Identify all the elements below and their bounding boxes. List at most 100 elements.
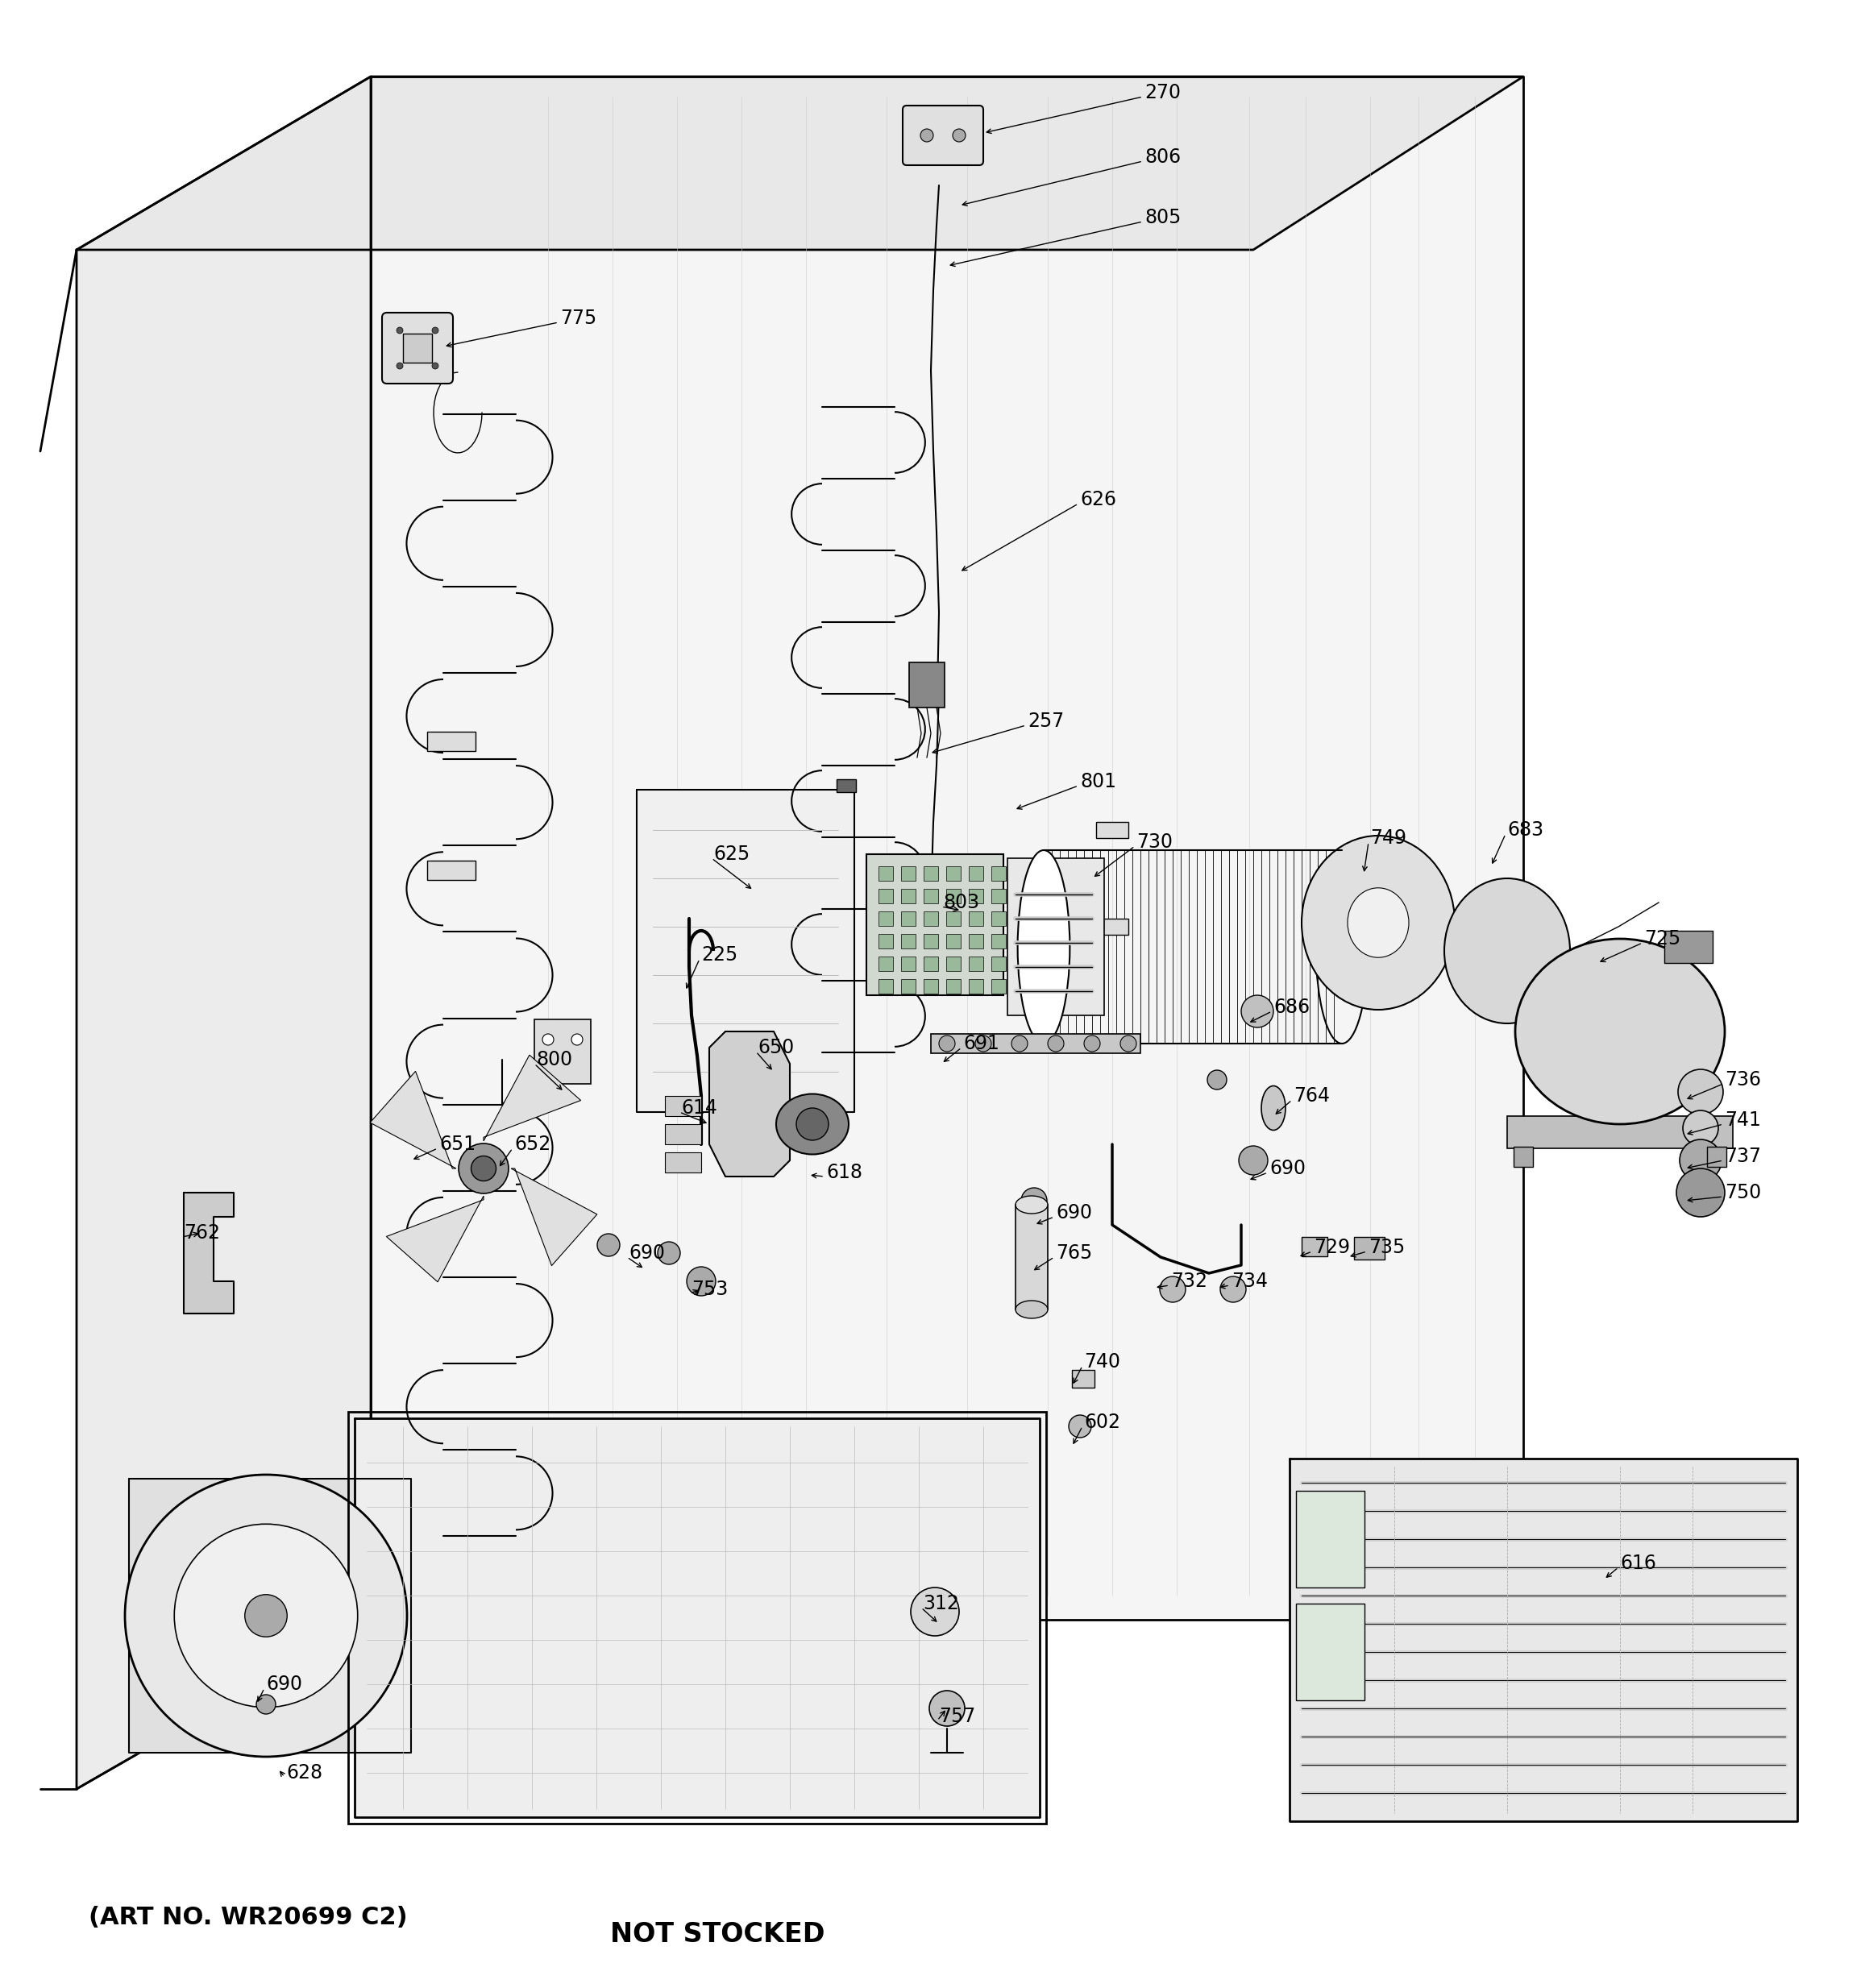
- Circle shape: [658, 1242, 681, 1264]
- Text: 225: 225: [701, 944, 739, 964]
- Text: 764: 764: [1294, 1085, 1330, 1105]
- Bar: [901, 956, 916, 970]
- Text: 626: 626: [1080, 489, 1117, 509]
- Bar: [946, 889, 960, 903]
- Text: NOT STOCKED: NOT STOCKED: [610, 1920, 824, 1948]
- Bar: [1016, 1205, 1048, 1310]
- Bar: [1072, 1370, 1095, 1388]
- Text: 690: 690: [1270, 1159, 1305, 1179]
- Circle shape: [796, 1107, 828, 1141]
- Bar: [1507, 1115, 1733, 1149]
- Text: 753: 753: [692, 1280, 727, 1298]
- Text: 690: 690: [629, 1242, 666, 1262]
- Bar: [923, 867, 938, 881]
- Bar: [968, 980, 983, 994]
- Ellipse shape: [1514, 938, 1725, 1123]
- Circle shape: [975, 1036, 992, 1052]
- Bar: [535, 1020, 591, 1083]
- Text: 803: 803: [944, 893, 979, 912]
- Text: 686: 686: [1274, 998, 1309, 1018]
- Bar: [968, 956, 983, 970]
- Bar: [968, 867, 983, 881]
- Bar: [1296, 1491, 1365, 1588]
- Circle shape: [459, 1143, 509, 1193]
- Bar: [923, 911, 938, 926]
- Circle shape: [125, 1475, 407, 1757]
- Polygon shape: [369, 1072, 457, 1169]
- Circle shape: [686, 1266, 716, 1296]
- Bar: [968, 934, 983, 948]
- Text: 618: 618: [826, 1163, 862, 1183]
- Polygon shape: [511, 1169, 597, 1266]
- Bar: [1302, 1237, 1328, 1256]
- Bar: [946, 867, 960, 881]
- Circle shape: [472, 1155, 496, 1181]
- Circle shape: [543, 1034, 554, 1046]
- Bar: [1664, 930, 1712, 962]
- Bar: [666, 1123, 701, 1145]
- Circle shape: [1678, 1070, 1723, 1115]
- Text: 750: 750: [1725, 1183, 1761, 1203]
- Text: 683: 683: [1507, 821, 1544, 839]
- Text: 725: 725: [1645, 928, 1680, 948]
- Ellipse shape: [776, 1093, 849, 1155]
- Bar: [992, 980, 1005, 994]
- FancyBboxPatch shape: [903, 105, 983, 165]
- Circle shape: [1242, 996, 1274, 1028]
- Bar: [992, 867, 1005, 881]
- Bar: [349, 1411, 1046, 1823]
- Circle shape: [1022, 1187, 1046, 1213]
- Bar: [666, 1095, 701, 1115]
- Bar: [427, 732, 476, 751]
- Bar: [992, 911, 1005, 926]
- Text: 801: 801: [1080, 771, 1117, 791]
- Ellipse shape: [1444, 879, 1570, 1024]
- Text: 616: 616: [1621, 1555, 1656, 1573]
- Polygon shape: [354, 1417, 1039, 1817]
- Bar: [1097, 918, 1128, 934]
- Circle shape: [938, 1036, 955, 1052]
- Polygon shape: [129, 1479, 410, 1753]
- Bar: [946, 980, 960, 994]
- Circle shape: [1677, 1169, 1725, 1217]
- Polygon shape: [76, 78, 371, 1789]
- Text: 690: 690: [267, 1674, 302, 1694]
- Circle shape: [1238, 1145, 1268, 1175]
- Ellipse shape: [1302, 835, 1455, 1010]
- Polygon shape: [76, 78, 1524, 250]
- Circle shape: [571, 1034, 582, 1046]
- Polygon shape: [386, 1197, 483, 1282]
- Text: 257: 257: [1028, 712, 1065, 732]
- Text: 735: 735: [1369, 1239, 1404, 1256]
- Text: 740: 740: [1084, 1352, 1121, 1372]
- Circle shape: [597, 1235, 619, 1256]
- Circle shape: [397, 328, 403, 334]
- Bar: [946, 956, 960, 970]
- Circle shape: [1160, 1276, 1186, 1302]
- Text: 730: 730: [1136, 833, 1173, 851]
- Bar: [901, 867, 916, 881]
- FancyBboxPatch shape: [382, 312, 453, 384]
- Bar: [923, 889, 938, 903]
- Text: (ART NO. WR20699 C2): (ART NO. WR20699 C2): [90, 1906, 408, 1930]
- Text: 651: 651: [440, 1135, 476, 1153]
- Bar: [901, 911, 916, 926]
- Polygon shape: [709, 1032, 791, 1177]
- Ellipse shape: [1348, 889, 1408, 958]
- Text: 775: 775: [559, 308, 597, 328]
- Circle shape: [1011, 1036, 1028, 1052]
- Bar: [878, 956, 893, 970]
- Text: 736: 736: [1725, 1070, 1761, 1089]
- Text: 806: 806: [1145, 147, 1181, 167]
- Text: 625: 625: [712, 845, 750, 865]
- Bar: [992, 934, 1005, 948]
- Polygon shape: [185, 1193, 233, 1314]
- Ellipse shape: [1016, 1197, 1048, 1213]
- Ellipse shape: [1016, 1300, 1048, 1318]
- Text: 737: 737: [1725, 1147, 1761, 1167]
- Text: 312: 312: [923, 1594, 959, 1614]
- Text: 757: 757: [938, 1708, 975, 1726]
- Circle shape: [910, 1588, 959, 1636]
- Circle shape: [1048, 1036, 1063, 1052]
- Text: 805: 805: [1145, 209, 1181, 227]
